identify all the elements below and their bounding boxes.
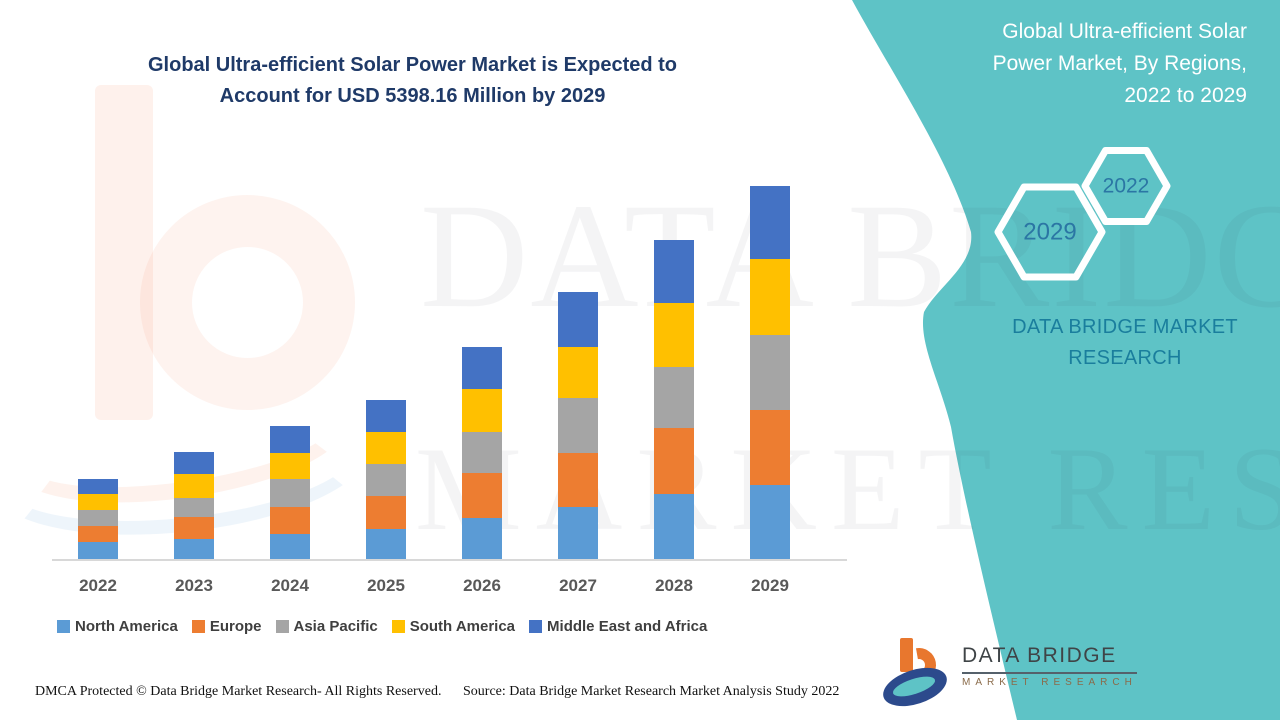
bar-segment: [270, 426, 310, 453]
bar-segment: [366, 464, 406, 497]
bar-segment: [558, 506, 598, 560]
bar-segment: [462, 473, 502, 519]
bar-segment: [654, 494, 694, 560]
legend-swatch: [191, 620, 205, 633]
legend-swatch: [529, 620, 543, 633]
bar-segment: [174, 539, 214, 560]
x-axis-label-2024: 2024: [271, 576, 309, 595]
year-hexagons: 2029 2022: [994, 147, 1171, 281]
legend-item: Europe: [191, 618, 262, 635]
right-panel-title: Global Ultra-efficient Solar Power Marke…: [937, 16, 1247, 112]
bar-segment: [174, 497, 214, 518]
hexagon-2022-label: 2022: [1103, 175, 1150, 198]
bar-segment: [462, 346, 502, 390]
stacked-bar-2024: [270, 426, 310, 560]
bar-segment: [750, 259, 790, 335]
x-axis-line: [52, 559, 847, 561]
legend-swatch: [391, 620, 405, 633]
logo-stem: [900, 638, 913, 672]
chart-legend: North America Europe Asia Pacific South Ame…: [57, 618, 707, 635]
bar-segment: [462, 432, 502, 474]
bar-segment: [366, 529, 406, 560]
bar-segment: [174, 517, 214, 540]
stacked-bar-2025: [366, 399, 406, 560]
legend-label: Asia Pacific: [293, 618, 378, 635]
bar-segment: [366, 431, 406, 465]
legend-item: Asia Pacific: [275, 618, 378, 635]
bar-segment: [654, 366, 694, 429]
hexagon-2029-label: 2029: [1023, 219, 1076, 246]
logo-title: DATA BRIDGE: [962, 644, 1137, 674]
legend-item: South America: [391, 618, 516, 635]
hexagon-2029: [994, 183, 1106, 281]
legend-item: North America: [57, 618, 178, 635]
stacked-bar-2022: [78, 478, 118, 560]
bar-segment: [750, 185, 790, 260]
bar-segment: [78, 525, 118, 543]
logo-text: DATA BRIDGE MARKET RESEARCH: [962, 636, 1137, 688]
bar-segment: [558, 398, 598, 453]
bar-segment: [78, 493, 118, 510]
databridge-logo-icon: [878, 636, 952, 714]
stacked-bar-2028: [654, 240, 694, 560]
bar-segment: [366, 496, 406, 530]
stacked-bar-2023: [174, 451, 214, 560]
x-axis-label-2029: 2029: [751, 576, 789, 595]
bar-segment: [654, 303, 694, 367]
x-axis-label-2022: 2022: [79, 576, 117, 595]
bar-segment: [654, 240, 694, 304]
source-text: Source: Data Bridge Market Research Mark…: [463, 684, 840, 699]
chart-title-line1: Global Ultra-efficient Solar Power Marke…: [147, 54, 678, 76]
x-axis-label-2025: 2025: [367, 576, 405, 595]
bar-segment: [366, 399, 406, 432]
bar-segment: [174, 451, 214, 474]
bar-segment: [78, 542, 118, 560]
x-axis-label-2027: 2027: [559, 576, 597, 595]
bar-segment: [558, 346, 598, 399]
right-panel-title-line3: 2022 to 2029: [1124, 84, 1247, 107]
right-panel-title-line1: Global Ultra-efficient Solar: [1002, 20, 1247, 43]
legend-label: Europe: [209, 618, 262, 635]
x-axis-label-2026: 2026: [463, 576, 501, 595]
bar-segment: [750, 485, 790, 560]
bar-segment: [654, 428, 694, 495]
dmca-text: DMCA Protected © Data Bridge Market Rese…: [35, 684, 442, 699]
legend-swatch: [275, 620, 289, 633]
chart-title: Global Ultra-efficient Solar Power Marke…: [105, 50, 720, 112]
bar-segment: [750, 335, 790, 410]
bar-segment: [750, 410, 790, 485]
stacked-bar-2026: [462, 346, 502, 560]
right-panel-title-line2: Power Market, By Regions,: [992, 52, 1247, 75]
legend-swatch: [57, 620, 70, 633]
logo-subtitle: MARKET RESEARCH: [962, 677, 1137, 688]
stacked-bar-2027: [558, 291, 598, 560]
hexagon-2022: [1081, 147, 1171, 225]
bar-segment: [462, 389, 502, 433]
bar-segment: [78, 478, 118, 494]
bar-segment: [270, 479, 310, 507]
x-axis-label-2023: 2023: [175, 576, 213, 595]
bar-segment: [270, 452, 310, 480]
bar-segment: [558, 291, 598, 347]
legend-item: Middle East and Africa: [529, 618, 707, 635]
bar-segment: [558, 452, 598, 507]
bar-segment: [174, 473, 214, 498]
legend-label: South America: [409, 618, 516, 635]
stacked-bar-2029: [750, 185, 790, 560]
bar-segment: [78, 509, 118, 526]
legend-label: Middle East and Africa: [547, 618, 708, 635]
databridge-logo: DATA BRIDGE MARKET RESEARCH: [878, 636, 1137, 714]
legend-label: North America: [75, 618, 178, 635]
bar-segment: [462, 518, 502, 560]
x-axis-label-2028: 2028: [655, 576, 693, 595]
chart-title-line2: Account for USD 5398.16 Million by 2029: [219, 85, 606, 107]
bar-segment: [270, 506, 310, 535]
bar-segment: [270, 534, 310, 560]
brand-text: DATA BRIDGE MARKET RESEARCH: [1012, 316, 1238, 369]
